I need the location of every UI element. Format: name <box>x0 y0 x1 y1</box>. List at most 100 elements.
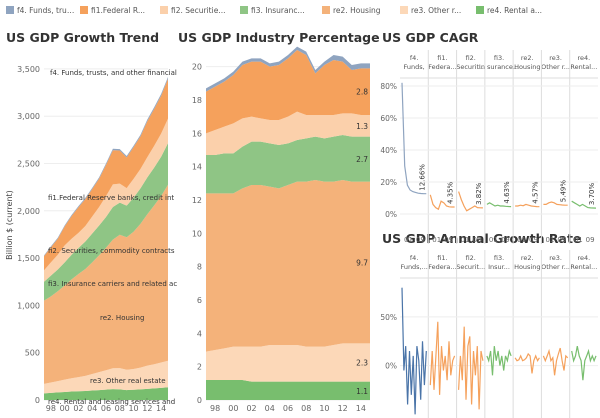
x-tick-label: 09 <box>501 236 510 244</box>
column-header: fi1. <box>437 254 447 262</box>
end-value-label: 2.7 <box>356 155 368 164</box>
column-header: re4. <box>577 254 590 262</box>
annual-growth-title: US GDP Annual Growth Rate <box>382 231 582 246</box>
column-header: Federa... <box>428 63 456 71</box>
legend-swatch <box>80 6 88 14</box>
series-line <box>515 203 540 208</box>
y-tick-label: 20% <box>380 178 397 187</box>
y-tick-label: 1,500 <box>17 254 40 263</box>
area-series <box>44 360 168 394</box>
x-tick-label: 06 <box>283 404 293 413</box>
series-line <box>543 201 568 206</box>
column-header: fi3. <box>494 54 504 62</box>
x-tick-label: 98 <box>210 404 220 413</box>
end-value-label: 1.3 <box>356 122 368 131</box>
legend-item-fi2[interactable]: fi2. Securitie... <box>160 5 225 17</box>
column-header: re2. <box>521 54 534 62</box>
end-value-label: 3.82% <box>475 182 483 205</box>
series-annotation: fi2. Securities, commodity contracts <box>48 247 175 255</box>
y-tick-label: 8 <box>197 263 202 272</box>
area-series <box>44 76 168 257</box>
y-tick-label: 60% <box>380 114 397 123</box>
column-header: re3. <box>549 254 562 262</box>
legend-item-re3[interactable]: re3. Other r... <box>400 5 461 17</box>
area-series <box>44 118 168 282</box>
end-value-label: 4.35% <box>447 181 455 204</box>
x-tick-label: 04 <box>265 404 275 413</box>
x-tick-label: 01 <box>461 236 470 244</box>
series-line <box>486 346 512 376</box>
column-header: Federa... <box>428 263 456 271</box>
legend-item-fi1[interactable]: fi1.Federal R... <box>80 5 145 17</box>
x-tick-label: 06 <box>101 404 111 413</box>
industry-percentage-title: US GDP Industry Percentage <box>178 30 380 45</box>
cagr-title: US GDP CAGR <box>382 30 479 45</box>
growth-trend-chart: 0 500 1,000 1,500 2,000 2,500 3,000 3,500 98 00 02… <box>5 65 177 413</box>
series-line <box>401 287 427 415</box>
y-tick-label: 1,000 <box>17 301 40 310</box>
end-value-label: 4.57% <box>531 181 539 204</box>
column-header: f4. <box>410 254 419 262</box>
end-value-label: 4.63% <box>503 181 511 204</box>
y-tick-label: 2 <box>197 363 202 372</box>
x-tick-label: 09 <box>586 236 595 244</box>
legend-item-re4[interactable]: re4. Rental a... <box>476 5 542 17</box>
column-header: Rental... <box>570 63 597 71</box>
x-tick-label: 00 <box>228 404 238 413</box>
area-series <box>206 380 370 400</box>
column-header: Housing <box>514 63 540 71</box>
x-tick-label: 09 <box>472 236 481 244</box>
x-tick-label: 09 <box>444 236 453 244</box>
series-annotation: fi3. Insurance carriers and related ac <box>48 280 177 288</box>
column-header: Funds, <box>404 63 425 71</box>
y-tick-label: 0 <box>35 396 40 405</box>
y-tick-label: 6 <box>197 296 202 305</box>
legend-swatch <box>400 6 408 14</box>
end-value-label: 2.3 <box>356 359 368 368</box>
x-tick-label: 14 <box>356 404 366 413</box>
area-series <box>206 111 370 155</box>
x-tick-label: 01 <box>489 236 498 244</box>
column-header: Rental... <box>570 263 597 271</box>
column-header: Other r... <box>541 63 570 71</box>
y-tick-label: 2,000 <box>17 207 40 216</box>
y-tick-label: 16 <box>192 129 202 138</box>
y-tick-label: 12 <box>192 196 202 205</box>
area-series <box>44 143 168 301</box>
y-tick-label: 40% <box>380 146 397 155</box>
series-line <box>514 352 540 374</box>
area-series <box>44 184 168 384</box>
series-line <box>571 200 597 209</box>
y-tick-label: 500 <box>25 349 40 358</box>
area-series <box>206 343 370 382</box>
y-axis-label: Billion $ (current) <box>5 190 14 260</box>
y-tick-label: 18 <box>192 96 202 105</box>
column-header: In surance... <box>479 63 519 71</box>
series-annotation: f4. Funds, trusts, and other financial <box>50 69 177 77</box>
column-header: Funds,... <box>400 263 427 271</box>
x-tick-label: 01 <box>517 236 526 244</box>
legend: f4. Funds, trus... fi1.Federal R... fi2.… <box>0 0 600 22</box>
x-tick-label: 09 <box>529 236 538 244</box>
series-line <box>542 347 569 376</box>
area-series <box>206 46 370 92</box>
legend-item-re2[interactable]: re2. Housing <box>322 5 381 17</box>
series-line <box>401 82 427 195</box>
column-header: Securit... <box>456 263 485 271</box>
series-annotation: re3. Other real estate <box>90 377 166 385</box>
legend-item-fi3[interactable]: fi3. Insuranc... <box>240 5 305 17</box>
series-line <box>486 202 512 208</box>
column-header: Housing <box>514 263 540 271</box>
area-series <box>206 135 370 194</box>
series-line <box>429 194 455 211</box>
column-header: fi1. <box>437 54 447 62</box>
y-tick-label: 14 <box>192 163 202 172</box>
column-header: re4. <box>577 54 590 62</box>
legend-item-f4[interactable]: f4. Funds, trus... <box>6 5 77 17</box>
x-tick-label: 01 <box>574 236 583 244</box>
column-header: Insur... <box>488 263 510 271</box>
legend-swatch <box>6 6 14 14</box>
x-tick-label: 02 <box>73 404 83 413</box>
